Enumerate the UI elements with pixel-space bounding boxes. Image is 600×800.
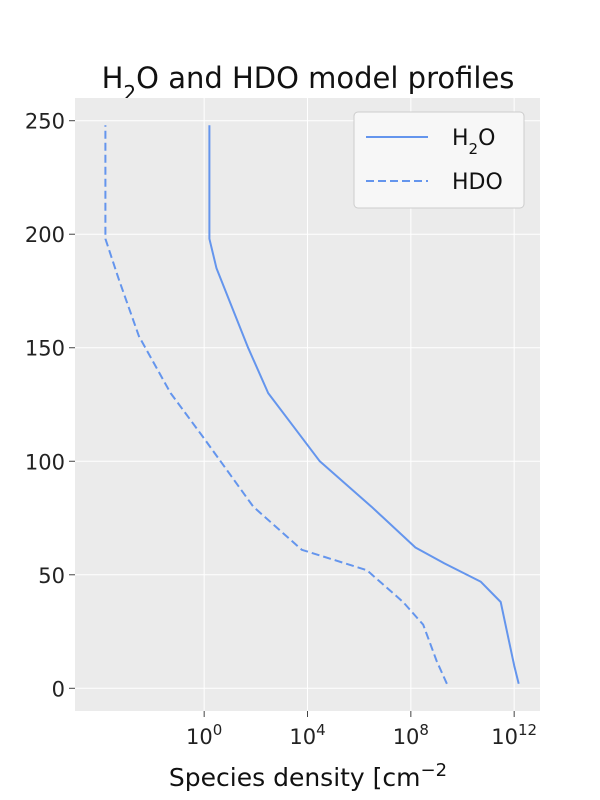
y-tick-label: 50 — [38, 564, 65, 588]
legend-label-h2o: H2O — [452, 126, 495, 158]
y-tick-label: 200 — [25, 223, 65, 247]
series-line-hdo — [104, 125, 448, 685]
x-tick-label: 1012 — [491, 721, 537, 749]
x-axis-label: Species density [cm−2 — [169, 760, 447, 793]
y-tick-label: 100 — [25, 450, 65, 474]
series-line-h2o — [208, 125, 520, 685]
x-tick-label: 104 — [289, 721, 325, 749]
y-tick-label: 0 — [52, 677, 65, 701]
x-tick-label: 100 — [186, 721, 222, 749]
legend-label-hdo: HDO — [452, 170, 503, 195]
chart-title: H2O and HDO model profiles — [102, 61, 515, 105]
y-tick-label: 150 — [25, 337, 65, 361]
x-tick-label: 108 — [393, 721, 429, 749]
axis-ticks: 0 50 100 150 200 250 100 104 108 1012 — [25, 110, 537, 749]
legend: H2O HDO — [353, 111, 525, 209]
series-group — [104, 125, 520, 685]
y-tick-label: 250 — [25, 110, 65, 134]
